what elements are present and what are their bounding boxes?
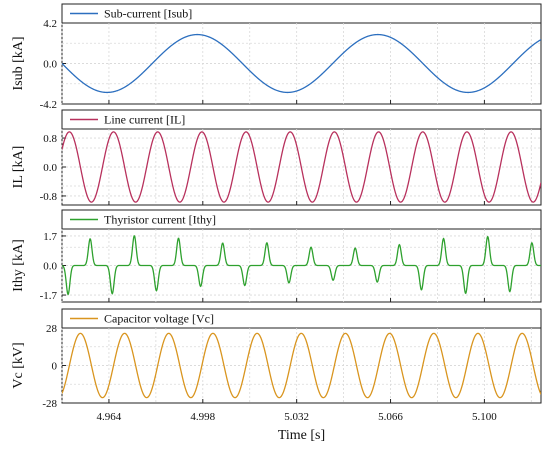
- x-tick-label: 4.964: [97, 411, 122, 423]
- y-axis-label: IL [kA]: [11, 146, 26, 189]
- y-tick-label: -28: [42, 398, 57, 410]
- y-axis-label: Vc [kV]: [11, 342, 26, 388]
- chart-panel-2: 0.8 0.0 -0.8 IL [kA] Line current [IL]: [11, 109, 542, 206]
- series-line-2: [62, 131, 541, 203]
- y-tick-label: -0.8: [40, 191, 58, 203]
- plot-frame: [61, 3, 542, 105]
- y-tick-label: 28: [46, 323, 58, 335]
- y-tick-label: 0.0: [43, 59, 57, 71]
- y-axis-label: Ithy [kA]: [11, 239, 26, 292]
- x-tick-label: 5.032: [284, 411, 309, 423]
- plot-frame: [61, 209, 542, 303]
- series-line-1: [62, 33, 541, 94]
- y-tick-label: 0.0: [43, 261, 57, 273]
- legend-label: Sub-current [Isub]: [104, 7, 192, 21]
- x-tick-label: 4.998: [190, 411, 215, 423]
- y-axis-label: Isub [kA]: [11, 36, 26, 90]
- chart-panel-4: 28 0 -28 Vc [kV] Capacitor voltage [Vc] 4.964…: [11, 308, 542, 443]
- legend-label: Thyristor current [Ithy]: [104, 213, 216, 227]
- x-axis-label: Time [s]: [278, 428, 325, 443]
- y-tick-label: 1.7: [43, 231, 57, 243]
- legend-label: Line current [IL]: [104, 113, 185, 127]
- y-tick-label: 0.0: [43, 162, 57, 174]
- chart-panel-3: 1.7 0.0 -1.7 Ithy [kA] Thyristor current [It…: [11, 209, 542, 303]
- y-tick-label: 4.2: [43, 18, 57, 30]
- chart-panel-1: 4.2 0.0 -4.2 Isub [kA] Sub-current [Isub]: [11, 3, 542, 111]
- y-tick-label: -1.7: [40, 290, 58, 302]
- legend-label: Capacitor voltage [Vc]: [104, 312, 214, 326]
- x-tick-label: 5.066: [378, 411, 403, 423]
- y-tick-label: 0: [52, 361, 58, 373]
- y-tick-label: -4.2: [40, 99, 57, 111]
- x-tick-label: 5.100: [472, 411, 497, 423]
- series-line-3: [62, 235, 541, 296]
- series-line-4: [62, 332, 541, 399]
- y-tick-label: 0.8: [43, 133, 57, 145]
